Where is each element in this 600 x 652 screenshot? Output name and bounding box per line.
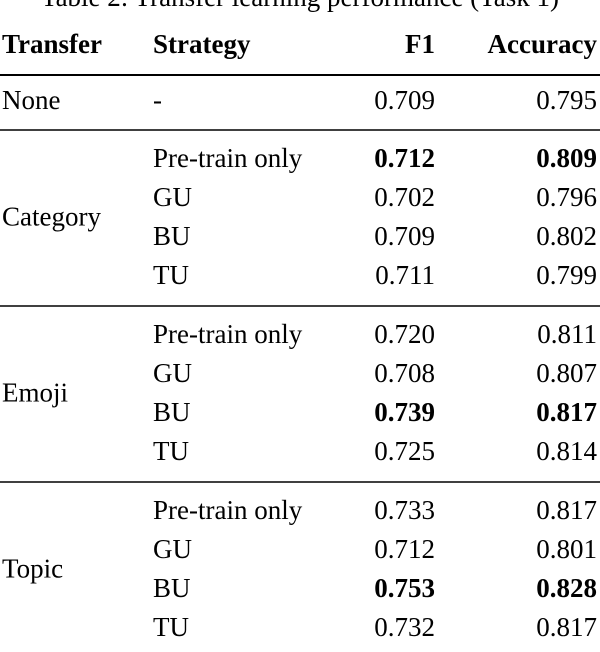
f1-cell: 0.739	[374, 397, 435, 427]
accuracy-cell: 0.817	[536, 397, 597, 427]
header-cell: Accuracy	[488, 29, 598, 59]
accuracy-cell: 0.802	[536, 221, 597, 251]
accuracy-cell: 0.799	[536, 260, 597, 290]
strategy-cell: -	[153, 85, 162, 115]
transfer-cell: None	[2, 85, 60, 115]
f1-cell: 0.733	[374, 495, 435, 525]
strategy-cell: GU	[153, 182, 192, 212]
f1-cell: 0.711	[375, 260, 435, 290]
accuracy-cell: 0.828	[536, 573, 597, 603]
header-cell: F1	[405, 29, 435, 59]
f1-cell: 0.712	[374, 534, 435, 564]
f1-cell: 0.725	[374, 436, 435, 466]
transfer-cell: Category	[2, 202, 101, 232]
header-cell: Strategy	[153, 29, 251, 59]
strategy-cell: BU	[153, 221, 191, 251]
f1-cell: 0.708	[374, 358, 435, 388]
accuracy-cell: 0.809	[536, 143, 597, 173]
strategy-cell: GU	[153, 534, 192, 564]
strategy-cell: Pre-train only	[153, 495, 303, 525]
accuracy-cell: 0.796	[536, 182, 597, 212]
f1-cell: 0.712	[374, 143, 435, 173]
f1-cell: 0.702	[374, 182, 435, 212]
accuracy-cell: 0.817	[536, 612, 597, 642]
strategy-cell: TU	[153, 436, 189, 466]
transfer-cell: Emoji	[2, 378, 68, 408]
transfer-cell: Topic	[2, 554, 63, 584]
strategy-cell: Pre-train only	[153, 143, 303, 173]
header-cell: Transfer	[2, 29, 102, 59]
accuracy-cell: 0.795	[536, 85, 597, 115]
f1-cell: 0.732	[374, 612, 435, 642]
strategy-cell: TU	[153, 260, 189, 290]
strategy-cell: BU	[153, 573, 191, 603]
f1-cell: 0.709	[374, 85, 435, 115]
strategy-cell: TU	[153, 612, 189, 642]
caption: Table 2: Transfer learning performance (…	[41, 0, 559, 12]
accuracy-cell: 0.811	[537, 319, 597, 349]
f1-cell: 0.753	[374, 573, 435, 603]
strategy-cell: BU	[153, 397, 191, 427]
accuracy-cell: 0.817	[536, 495, 597, 525]
strategy-cell: GU	[153, 358, 192, 388]
accuracy-cell: 0.814	[536, 436, 597, 466]
accuracy-cell: 0.801	[536, 534, 597, 564]
f1-cell: 0.720	[374, 319, 435, 349]
f1-cell: 0.709	[374, 221, 435, 251]
accuracy-cell: 0.807	[536, 358, 597, 388]
strategy-cell: Pre-train only	[153, 319, 303, 349]
